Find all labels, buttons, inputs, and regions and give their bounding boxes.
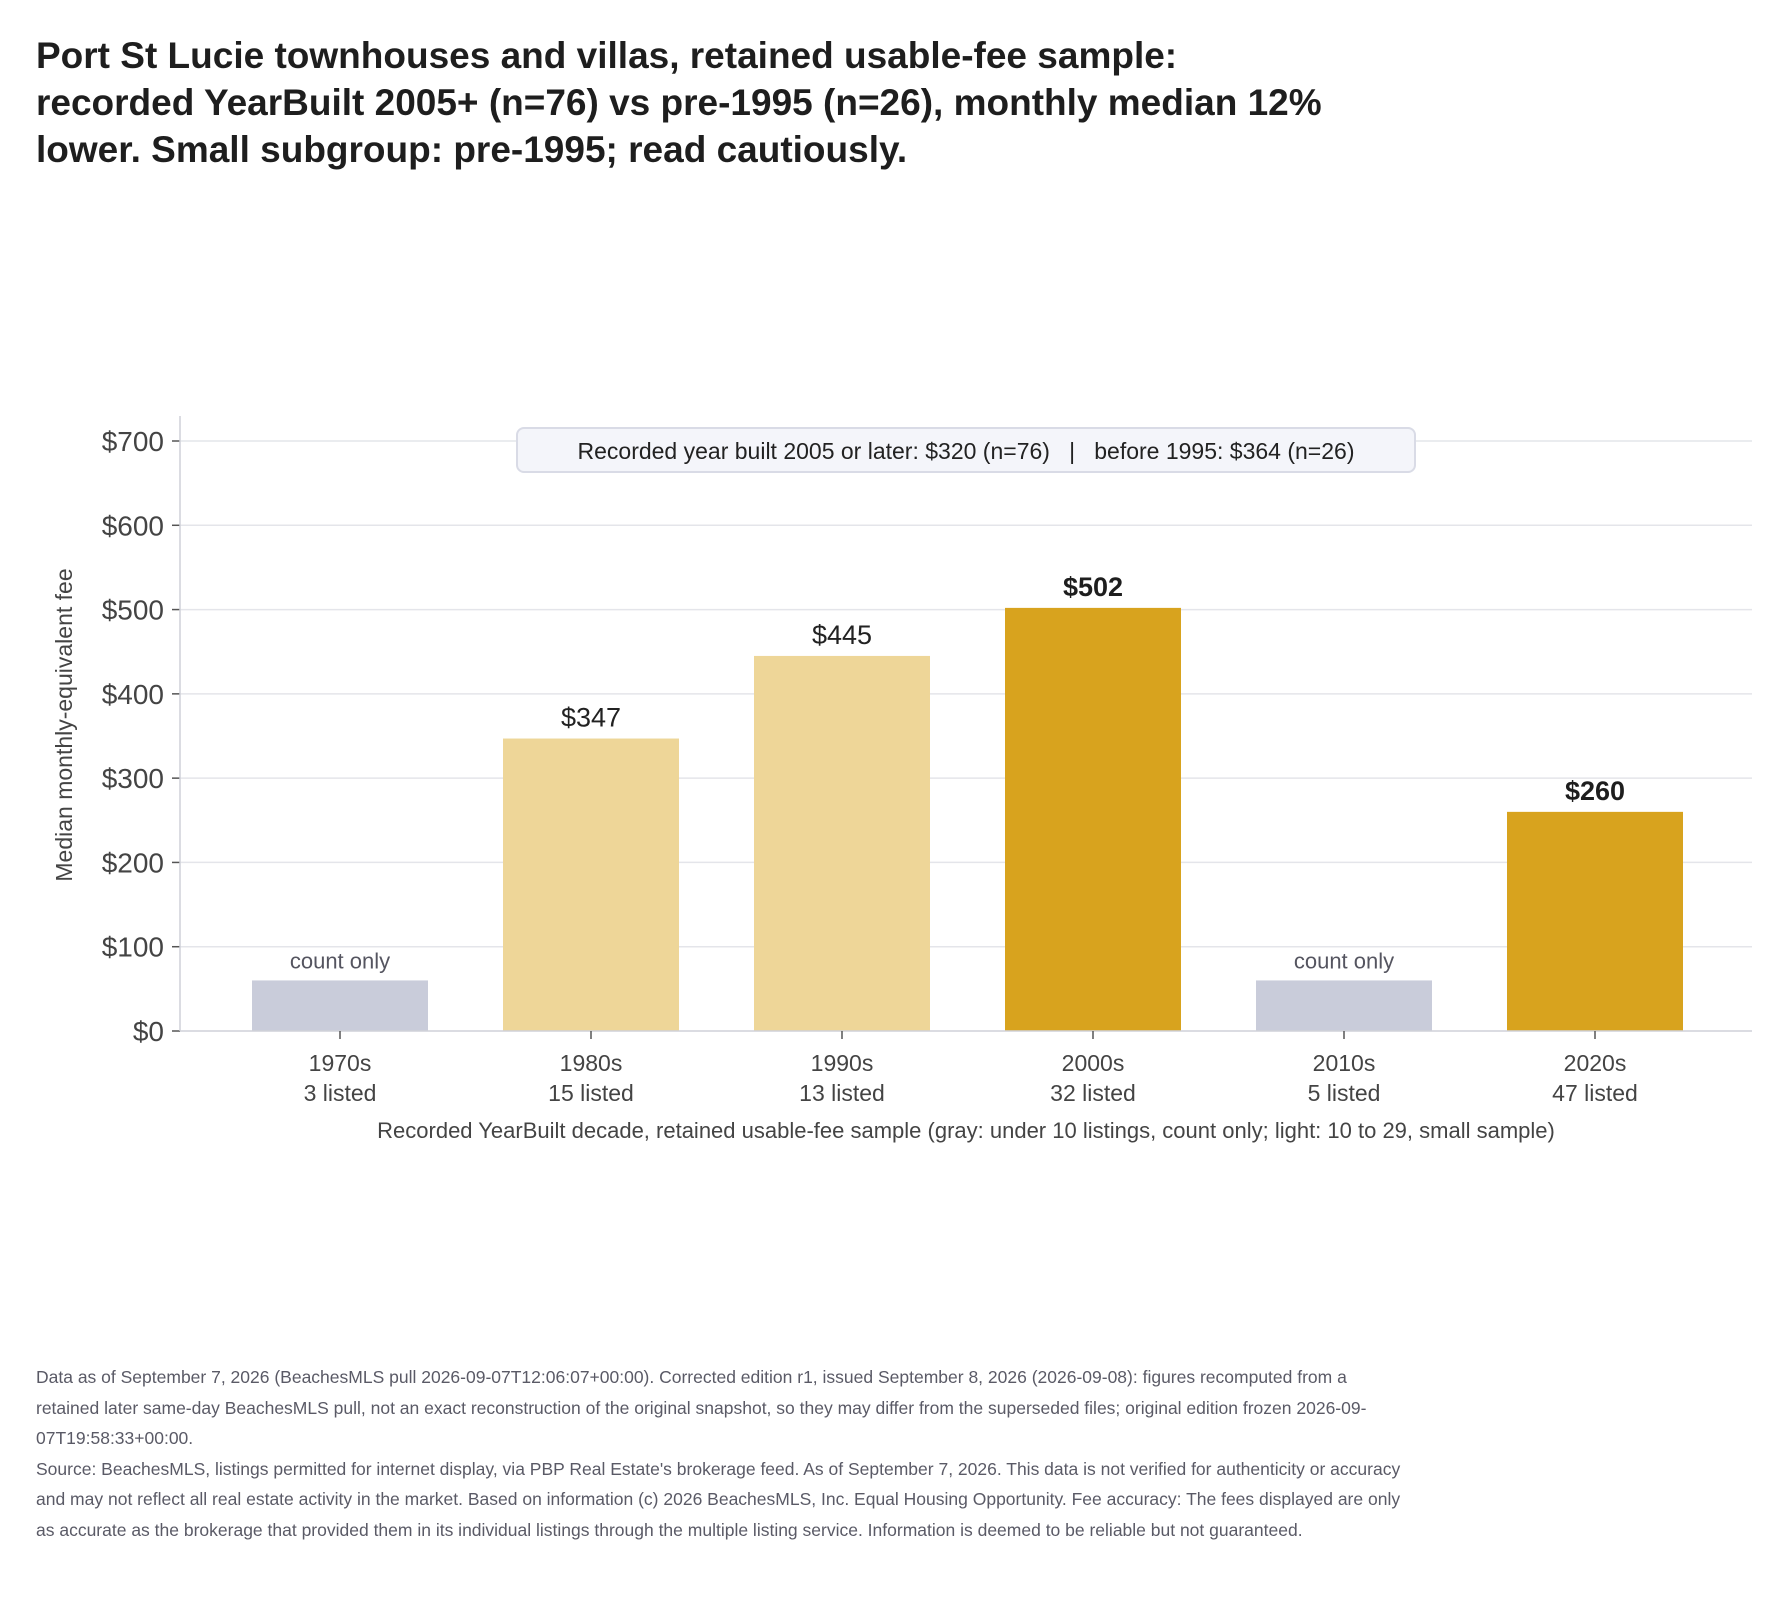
bar-value-label: count only: [1294, 948, 1394, 973]
x-tick-label: 1990s: [811, 1050, 874, 1076]
gridlines: [180, 440, 1752, 948]
y-tick-label: $600: [102, 510, 164, 541]
y-tick-label: $100: [102, 932, 164, 963]
x-tick-label: 2000s: [1062, 1050, 1125, 1076]
y-axis-label: Median monthly-equivalent fee: [51, 568, 77, 881]
note-source: Source: BeachesMLS, listings permitted f…: [36, 1458, 1401, 1540]
chart-title: Port St Lucie townhouses and villas, ret…: [36, 35, 1322, 170]
x-tick-count-label: 32 listed: [1050, 1080, 1136, 1106]
bars: count only $347 $445 $502 count only $260: [252, 572, 1683, 1031]
bar-1980s: [503, 738, 679, 1031]
x-axis-label: Recorded YearBuilt decade, retained usab…: [377, 1118, 1555, 1143]
x-tick-count-label: 3 listed: [304, 1080, 377, 1106]
bar-2000s: [1005, 607, 1181, 1031]
x-tick-count-label: 13 listed: [799, 1080, 885, 1106]
bar-2010s: [1256, 980, 1432, 1031]
y-tick-label: $700: [102, 426, 164, 457]
bar-value-label: $347: [561, 703, 621, 733]
bar-chart: $0 $100 $200 $300 $400 $500 $600 $700 Median mon…: [51, 416, 1752, 1143]
x-tick-label: 2010s: [1313, 1050, 1376, 1076]
x-tick-count-label: 47 listed: [1552, 1080, 1638, 1106]
annotation-text: Recorded year built 2005 or later: $320 …: [578, 438, 1355, 464]
x-tick-label: 1980s: [560, 1050, 623, 1076]
annotation-box: [516, 427, 1416, 473]
bar-1970s: [252, 980, 428, 1031]
bar-value-label: $502: [1063, 572, 1123, 602]
note-data-as-of: Data as of September 7, 2026 (BeachesMLS…: [36, 1367, 1367, 1448]
summary-annotation: Recorded year built 2005 or later: $320 …: [516, 427, 1416, 473]
x-tick-count-label: 5 listed: [1308, 1080, 1381, 1106]
y-axis: $0 $100 $200 $300 $400 $500 $600 $700 Median mon…: [51, 416, 181, 1047]
y-tick-label: $300: [102, 763, 164, 794]
bar-1990s: [754, 655, 930, 1031]
footnotes: Data as of September 7, 2026 (BeachesMLS…: [36, 1362, 1406, 1545]
y-tick-label: $200: [102, 847, 164, 878]
bar-value-label: $445: [812, 620, 872, 650]
bar-value-label: $260: [1565, 776, 1625, 806]
bar-2020s: [1507, 811, 1683, 1031]
y-tick-label: $0: [133, 1016, 164, 1047]
bar-value-label: count only: [290, 948, 390, 973]
x-tick-count-label: 15 listed: [548, 1080, 634, 1106]
x-tick-label: 2020s: [1564, 1050, 1627, 1076]
x-axis: 1970s 3 listed 1980s 15 listed 1990s 13 liste…: [180, 1030, 1752, 1143]
x-tick-label: 1970s: [309, 1050, 372, 1076]
y-tick-label: $500: [102, 595, 164, 626]
y-tick-label: $400: [102, 679, 164, 710]
